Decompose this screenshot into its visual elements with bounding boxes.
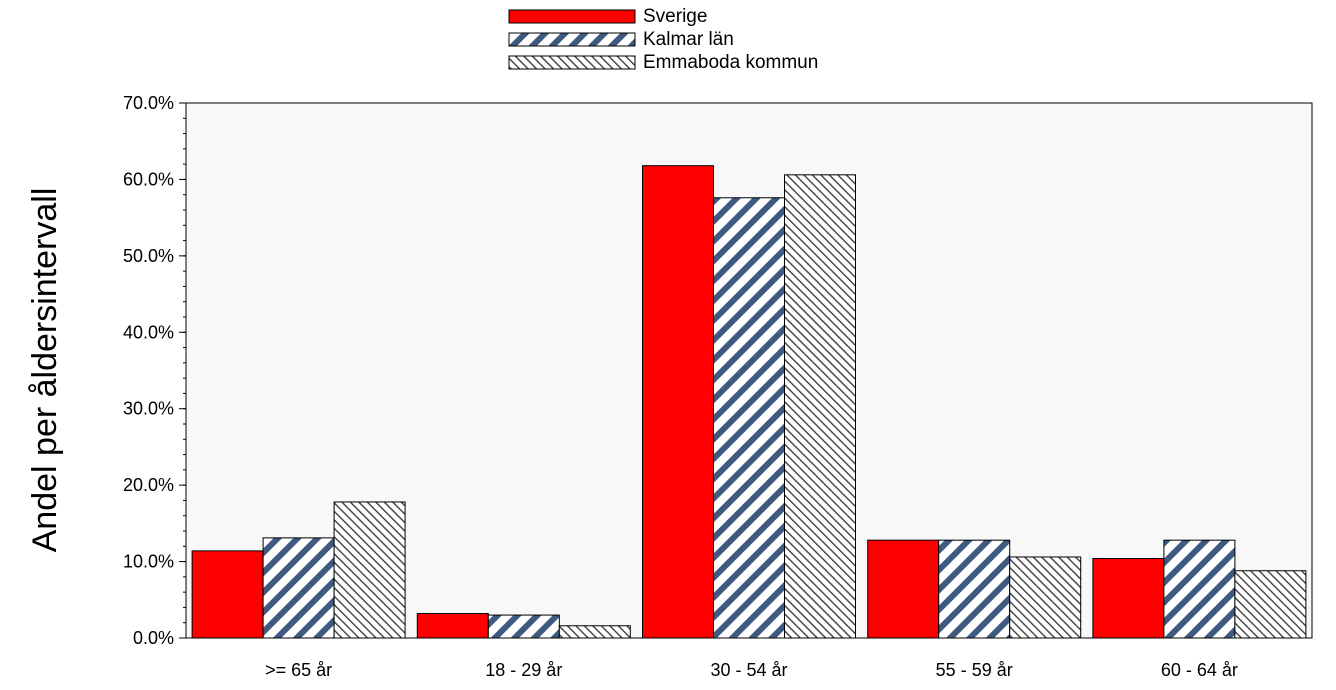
- y-axis: 0.0% 10.0% 20.0% 30.0% 40.0% 50.0% 60.0% 70.0%: [123, 93, 186, 648]
- legend-label: Kalmar län: [643, 29, 734, 50]
- bar: [1163, 539, 1236, 639]
- bars: [191, 165, 1307, 639]
- y-tick-label: 0.0%: [133, 628, 174, 648]
- legend-swatch: [508, 55, 636, 70]
- legend-swatch: [508, 32, 636, 47]
- bar: [487, 614, 560, 639]
- y-tick-label: 60.0%: [123, 169, 174, 189]
- bar: [867, 539, 940, 639]
- x-tick-label: >= 65 år: [265, 660, 332, 680]
- y-tick-label: 40.0%: [123, 322, 174, 342]
- y-tick-label: 70.0%: [123, 93, 174, 113]
- bar: [333, 501, 406, 639]
- bar: [262, 537, 335, 639]
- bar: [784, 174, 856, 639]
- bar: [1092, 558, 1165, 639]
- bar: [558, 625, 631, 639]
- legend-label: Emmaboda kommun: [643, 52, 818, 73]
- y-tick-label: 10.0%: [123, 552, 174, 572]
- x-axis: >= 65 år 18 - 29 år 30 - 54 år 55 - 59 år 60…: [265, 660, 1238, 680]
- bar: [1009, 556, 1082, 639]
- bar: [938, 539, 1011, 639]
- legend-swatch: [508, 9, 636, 24]
- bar: [191, 550, 264, 639]
- y-axis-label: Andel per åldersintervall: [26, 188, 64, 553]
- y-tick-label: 20.0%: [123, 475, 174, 495]
- bar: [713, 197, 785, 639]
- bar: [416, 613, 489, 639]
- x-tick-label: 30 - 54 år: [710, 660, 787, 680]
- bar: [642, 165, 714, 639]
- x-tick-label: 18 - 29 år: [485, 660, 562, 680]
- y-tick-label: 50.0%: [123, 246, 174, 266]
- legend-label: Sverige: [643, 6, 707, 27]
- x-tick-label: 60 - 64 år: [1161, 660, 1238, 680]
- bar: [1234, 570, 1307, 639]
- y-tick-label: 30.0%: [123, 399, 174, 419]
- x-tick-label: 55 - 59 år: [936, 660, 1013, 680]
